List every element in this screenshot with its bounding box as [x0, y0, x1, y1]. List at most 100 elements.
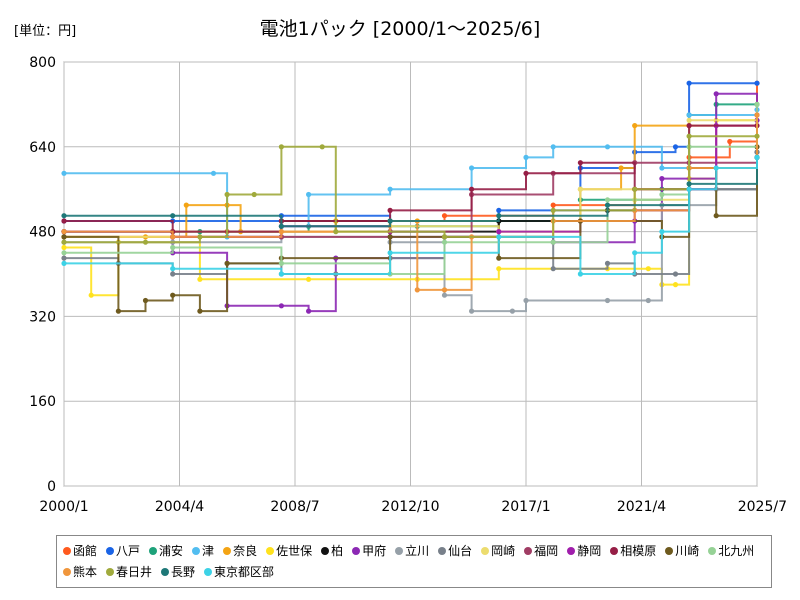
legend-marker: [223, 546, 232, 555]
legend-label: 長野: [171, 565, 196, 579]
data-point: [387, 207, 393, 213]
legend-item: 函館: [63, 541, 97, 561]
legend-label: 仙台: [448, 544, 473, 558]
series-line-16: [64, 115, 758, 291]
legend-item: 春日井: [106, 562, 152, 582]
legend-marker: [266, 546, 275, 555]
legend-marker: [63, 567, 71, 576]
data-point: [754, 112, 760, 118]
data-point: [61, 170, 67, 176]
data-point: [604, 202, 611, 208]
data-point: [604, 144, 611, 150]
data-point: [278, 260, 284, 266]
data-point: [197, 234, 203, 240]
legend-label: 東京都区部: [214, 565, 275, 579]
data-point: [604, 260, 611, 266]
data-point: [672, 144, 679, 150]
legend-label: 立川: [405, 544, 430, 558]
data-point: [251, 191, 257, 198]
data-point: [672, 271, 679, 277]
data-point: [496, 229, 502, 235]
legend-marker: [524, 546, 533, 555]
data-point: [550, 239, 556, 245]
legend-item: 東京都区部: [204, 562, 274, 582]
y-tick-label: 320: [29, 309, 56, 325]
legend-item: 静岡: [567, 541, 601, 561]
legend-item: 立川: [395, 541, 429, 561]
data-point: [306, 308, 312, 314]
legend-item: 奈良: [223, 541, 257, 561]
data-point: [441, 292, 448, 298]
legend-marker: [352, 546, 361, 555]
data-point: [686, 80, 692, 86]
series-line-17: [64, 135, 757, 244]
data-point: [713, 165, 719, 171]
data-point: [550, 144, 556, 150]
data-point: [604, 297, 611, 304]
legend-marker: [63, 546, 71, 555]
data-point: [278, 223, 284, 229]
x-tick-label: 2004/4: [155, 499, 204, 515]
legend-label: 川崎: [675, 544, 700, 558]
legend-marker: [438, 546, 447, 555]
data-point: [142, 239, 149, 245]
legend-label: 浦安: [159, 544, 184, 558]
data-point: [170, 266, 176, 272]
data-point: [170, 213, 176, 219]
data-point: [441, 213, 448, 219]
data-point: [496, 266, 502, 272]
data-point: [632, 250, 638, 256]
data-point: [183, 202, 189, 208]
data-point: [686, 112, 692, 118]
data-point: [754, 154, 760, 160]
data-point: [686, 117, 692, 123]
data-point: [61, 250, 67, 256]
data-point: [469, 165, 475, 171]
data-point: [278, 271, 284, 277]
data-point: [170, 271, 176, 277]
data-point: [686, 123, 692, 129]
data-point: [713, 213, 719, 219]
data-point: [88, 292, 94, 298]
data-point: [686, 133, 692, 139]
data-point: [509, 308, 515, 314]
data-point: [550, 202, 556, 208]
data-point: [577, 271, 584, 277]
legend-label: 奈良: [233, 544, 258, 558]
data-point: [618, 165, 624, 171]
data-point: [333, 229, 339, 235]
data-point: [210, 170, 217, 176]
legend-label: 熊本: [73, 565, 98, 579]
legend-marker: [149, 546, 158, 555]
data-point: [727, 138, 733, 145]
data-point: [604, 197, 611, 203]
line-chart: 0 160 320 480 640 800 2000/1 2004/4 2008/7 2012/1…: [29, 55, 787, 515]
data-point: [523, 170, 529, 176]
data-point: [197, 308, 203, 314]
data-point: [577, 186, 584, 192]
data-point: [659, 229, 665, 235]
chart-legend: 函館 八戸 浦安 津 奈良 佐世保 柏 甲府 立川 仙台 岡崎 福岡 静岡 相模原 川崎 北九州熊本 春日井 長野…: [56, 535, 772, 588]
data-point: [469, 186, 475, 192]
data-point: [672, 282, 679, 288]
x-tick-label: 2000/1: [39, 499, 88, 515]
legend-item: 津: [192, 541, 214, 561]
legend-marker: [161, 567, 170, 576]
data-point: [686, 186, 692, 192]
legend-marker: [665, 546, 674, 555]
data-point: [577, 160, 584, 166]
legend-item: 熊本: [63, 562, 97, 582]
data-point: [469, 308, 475, 314]
y-tick-label: 160: [29, 394, 56, 410]
data-point: [523, 297, 529, 304]
legend-item: 福岡: [524, 541, 558, 561]
legend-label: 柏: [331, 544, 344, 558]
legend-item: 長野: [161, 562, 195, 582]
data-point: [645, 266, 651, 272]
data-point: [61, 213, 67, 219]
legend-marker: [106, 567, 115, 576]
data-point: [142, 297, 149, 304]
legend-label: 津: [202, 544, 215, 558]
legend-marker: [481, 546, 490, 555]
data-point: [550, 207, 556, 213]
